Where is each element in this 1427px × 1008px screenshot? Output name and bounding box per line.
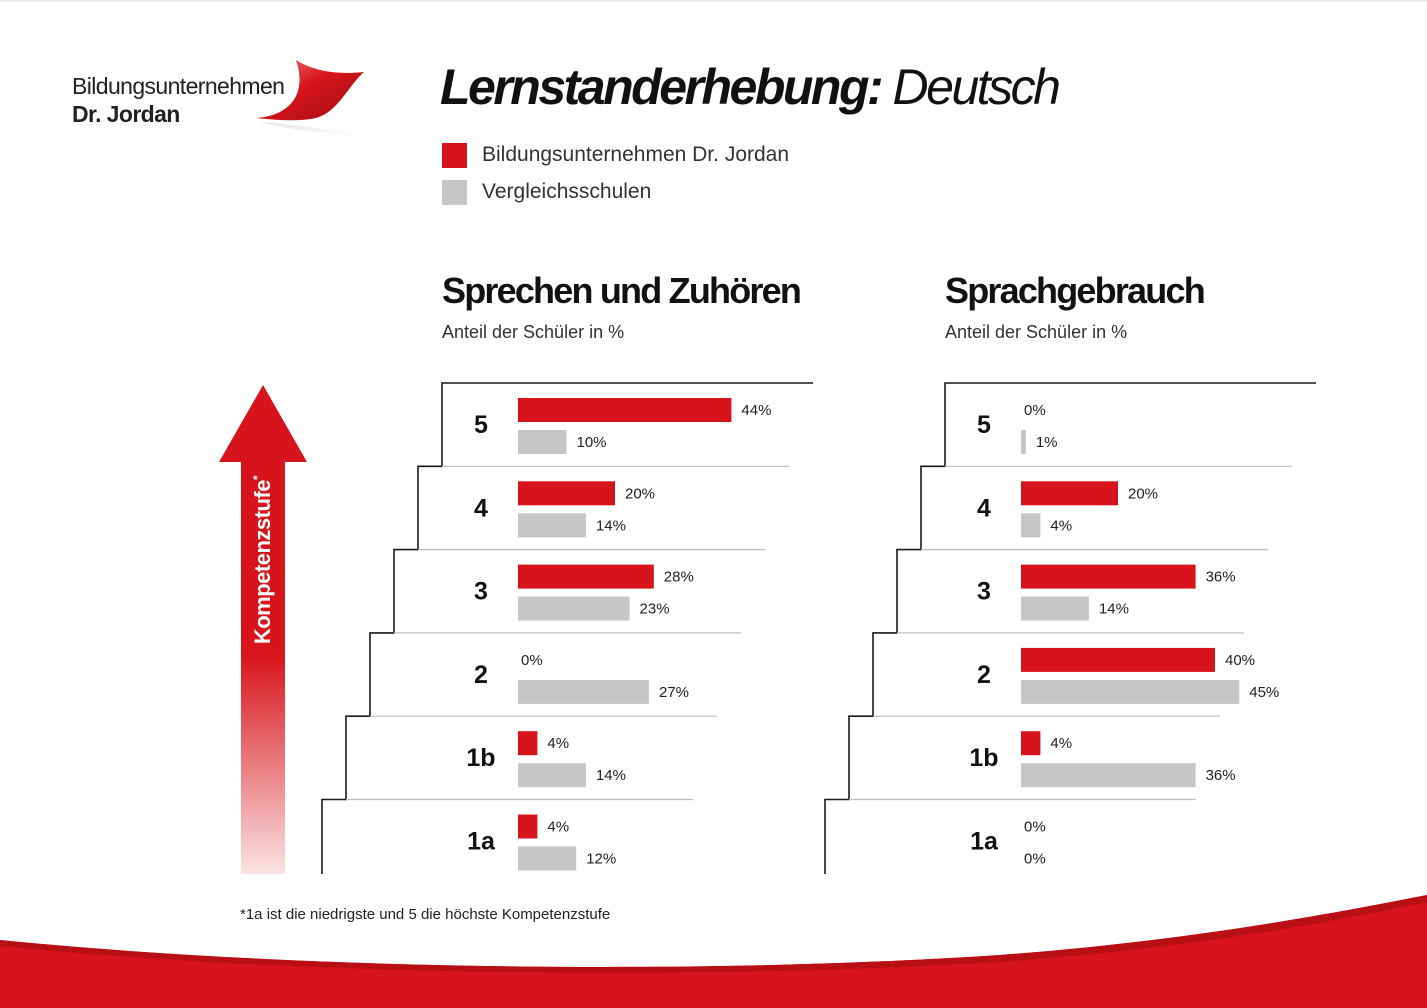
bar-dr-jordan [518,564,654,589]
data-label: 0% [1024,851,1046,868]
legend-label: Vergleichsschulen [482,180,652,203]
data-label: 20% [625,485,655,502]
category-label: 2 [977,661,991,689]
chart-title-left: Sprechen und Zuhören [442,270,802,311]
category-label: 4 [474,494,488,522]
data-label: 0% [1024,819,1046,836]
data-label: 1% [1036,434,1058,451]
category-label: 5 [977,411,991,439]
data-label: 4% [1050,517,1072,534]
bar-vergleichsschulen [518,513,586,538]
legend-swatch-grey [442,179,467,205]
logo-line-1: Bildungsunternehmen [72,73,285,99]
bar-dr-jordan [518,398,732,422]
stair-outline [824,382,1316,874]
chart-subtitle-left: Anteil der Schüler in % [442,322,625,342]
title-subject: Deutsch [892,59,1061,115]
logo-text: Bildungsunternehmen Dr. Jordan [72,72,285,128]
data-label: 0% [1024,402,1046,419]
bar-dr-jordan [1021,564,1196,589]
bar-dr-jordan [1021,647,1215,672]
bar-vergleichsschulen [1021,430,1026,454]
data-label: 36% [1206,569,1236,586]
data-label: 4% [547,735,569,752]
category-label: 5 [474,411,488,439]
bottom-wave-decoration [0,895,1427,1008]
bar-vergleichsschulen [518,430,567,454]
category-label: 1b [466,744,495,772]
page-title: Lernstanderhebung: Deutsch [440,58,1061,116]
category-label: 1a [467,828,496,856]
bar-vergleichsschulen [1021,513,1041,538]
data-label: 14% [596,517,626,534]
legend-label: Bildungsunternehmen Dr. Jordan [482,143,790,166]
data-label: 20% [1128,485,1158,502]
data-label: 45% [1249,684,1279,701]
bar-dr-jordan [518,481,615,506]
category-label: 2 [474,661,488,689]
data-label: 10% [577,434,607,451]
kompetenzstufe-arrow-icon [219,385,307,874]
bar-vergleichsschulen [518,596,630,621]
bar-vergleichsschulen [1021,596,1089,621]
data-label: 14% [1099,601,1129,618]
data-label: 28% [664,569,694,586]
data-label: 23% [640,601,670,618]
data-label: 0% [521,652,543,669]
bar-vergleichsschulen [518,679,649,704]
data-label: 44% [741,402,771,419]
category-label: 3 [977,578,991,606]
bar-dr-jordan [518,814,538,839]
chart-title-right: Sprachgebrauch [945,270,1206,311]
bar-dr-jordan [1021,481,1118,506]
bar-vergleichsschulen [1021,763,1196,788]
title-main: Lernstanderhebung: [440,59,884,115]
bar-dr-jordan [1021,731,1041,756]
chart-subtitle-right: Anteil der Schüler in % [945,322,1128,342]
data-label: 4% [1050,735,1072,752]
data-label: 12% [586,851,616,868]
data-label: 27% [659,684,689,701]
bar-vergleichsschulen [518,763,586,788]
legend-swatch-red [442,142,467,168]
bar-vergleichsschulen [1021,679,1240,704]
category-label: 1b [969,744,998,772]
legend-item-vergleichsschulen: Vergleichsschulen [442,179,651,205]
category-label: 3 [474,578,488,606]
legend-item-dr-jordan: Bildungsunternehmen Dr. Jordan [442,142,789,168]
logo-flag-icon [256,60,366,136]
bar-vergleichsschulen [518,846,577,871]
data-label: 36% [1206,767,1236,784]
top-divider [0,0,1427,2]
footnote: *1a ist die niedrigste und 5 die höchste… [240,906,611,923]
data-label: 40% [1225,652,1255,669]
bar-dr-jordan [518,731,538,756]
logo-line-2: Dr. Jordan [72,101,180,127]
category-label: 1a [970,828,999,856]
category-label: 4 [977,494,991,522]
data-label: 14% [596,767,626,784]
data-label: 4% [547,819,569,836]
